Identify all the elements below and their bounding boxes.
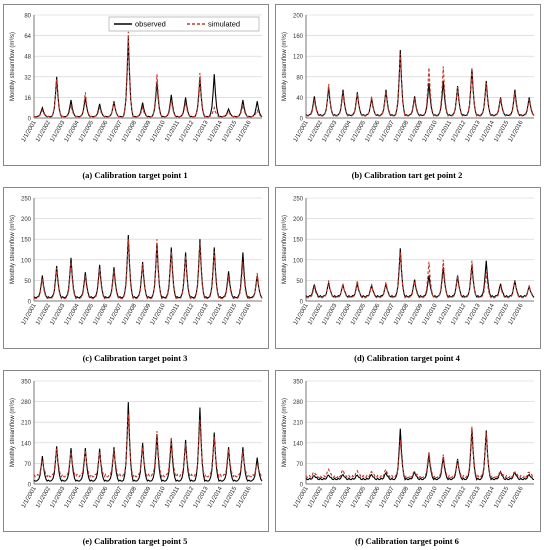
y-tick-label: 350 [21,380,32,386]
y-tick-label: 40 [296,96,303,102]
y-tick-label: 0 [28,300,32,306]
chart-box-f: 0 70 140 210 280 350 Monthly streamflow (m³/s)… [275,370,541,532]
y-tick-label: 48 [24,55,31,61]
y-tick-label: 150 [21,238,32,244]
y-tick-label: 200 [21,217,32,223]
panel-f: 0 70 140 210 280 350 Monthly streamflow (m³/s)… [272,366,544,550]
caption-d: (d) Calibration target point 4 [354,353,460,363]
y-axis-label: Monthly streamflow (m³/s) [282,398,288,467]
legend: observed simulated [108,16,260,32]
caption-b: (b) Calibration tart get point 2 [351,170,463,180]
y-tick-label: 64 [24,34,31,40]
y-tick-label: 32 [24,75,31,81]
y-tick-label: 50 [24,279,31,285]
y-axis-label: Monthly streamflow (m³/s) [10,398,16,467]
chart-b-svg: 0 40 80 120 160 200 Monthly streamflow (m³/s) 1… [282,14,535,143]
y-tick-label: 0 [300,117,304,123]
chart-box-c: 0 50 100 150 200 250 Monthly streamflow (m³/s)… [3,187,269,349]
y-tick-label: 280 [293,400,304,406]
legend-simulated-label: simulated [208,20,240,29]
y-tick-label: 280 [21,400,32,406]
y-tick-label: 250 [21,197,32,203]
chart-box-d: 0 50 100 150 200 250 Monthly streamflow (m³/s)… [275,187,541,349]
y-tick-label: 16 [24,96,31,102]
chart-box-a: 0 16 32 48 64 80 Monthly streamflow (m³/s) 1/1/… [3,4,269,166]
series-observed-line [305,428,535,481]
series-simulated-line [305,53,535,117]
y-tick-label: 70 [24,462,31,468]
y-tick-label: 80 [24,14,31,20]
panel-e: 0 70 140 210 280 350 Monthly streamflow (m³/s)… [0,366,272,550]
y-tick-label: 100 [21,258,32,264]
y-tick-label: 50 [296,279,303,285]
x-tick-label: 1/1/2016 [508,302,525,326]
y-tick-label: 80 [296,75,303,81]
panel-c: 0 50 100 150 200 250 Monthly streamflow (m³/s)… [0,183,272,366]
y-axis-label: Monthly streamflow (m³/s) [10,32,16,101]
y-axis-label: Monthly streamflow (m³/s) [10,215,16,284]
caption-a: (a) Calibration target point 1 [82,170,188,180]
y-tick-label: 140 [21,441,32,447]
caption-c: (c) Calibration target point 3 [82,353,188,363]
legend-observed-label: observed [135,20,166,29]
x-tick-label: 1/1/2016 [508,485,525,509]
chart-d-svg: 0 50 100 150 200 250 Monthly streamflow (m³/s)… [282,197,535,326]
y-tick-label: 0 [300,300,304,306]
y-tick-label: 0 [28,117,32,123]
y-tick-label: 200 [293,14,304,20]
series-observed-line [33,402,263,483]
y-tick-label: 140 [293,441,304,447]
panel-a: 0 16 32 48 64 80 Monthly streamflow (m³/s) 1/1/… [0,0,272,183]
panel-d: 0 50 100 150 200 250 Monthly streamflow (m³/s)… [272,183,544,366]
series-simulated-line [305,252,535,299]
y-tick-label: 0 [28,483,32,489]
x-tick-label: 1/1/2016 [236,119,253,143]
y-tick-label: 200 [293,217,304,223]
chart-f-svg: 0 70 140 210 280 350 Monthly streamflow (m³/s)… [282,380,535,509]
y-tick-label: 210 [21,421,32,427]
series-simulated-line [33,239,263,300]
chart-c-svg: 0 50 100 150 200 250 Monthly streamflow (m³/s)… [10,197,263,326]
y-tick-label: 350 [293,380,304,386]
series-observed-line [33,38,263,118]
chart-box-b: 0 40 80 120 160 200 Monthly streamflow (m³/s) 1… [275,4,541,166]
x-tick-label: 1/1/2016 [236,485,253,509]
y-tick-label: 160 [293,34,304,40]
caption-e: (e) Calibration target point 5 [82,536,188,546]
chart-a-svg: 0 16 32 48 64 80 Monthly streamflow (m³/s) 1/1/… [10,14,263,143]
chart-box-e: 0 70 140 210 280 350 Monthly streamflow (m³/s)… [3,370,269,532]
y-tick-label: 210 [293,421,304,427]
y-tick-label: 0 [300,483,304,489]
series-simulated-line [33,413,263,479]
y-axis-label: Monthly streamflow (m³/s) [282,32,288,101]
x-tick-label: 1/1/2016 [508,119,525,143]
panel-b: 0 40 80 120 160 200 Monthly streamflow (m³/s) 1… [272,0,544,183]
y-axis-label: Monthly streamflow (m³/s) [282,215,288,284]
y-tick-label: 70 [296,462,303,468]
series-simulated-line [33,31,263,118]
series-observed-line [33,235,263,299]
x-tick-label: 1/1/2016 [236,302,253,326]
y-tick-label: 150 [293,238,304,244]
y-tick-label: 250 [293,197,304,203]
y-tick-label: 100 [293,258,304,264]
series-simulated-line [305,426,535,479]
caption-f: (f) Calibration target point 6 [355,536,459,546]
legend-box [108,16,260,32]
chart-e-svg: 0 70 140 210 280 350 Monthly streamflow (m³/s)… [10,380,263,509]
y-tick-label: 120 [293,55,304,61]
